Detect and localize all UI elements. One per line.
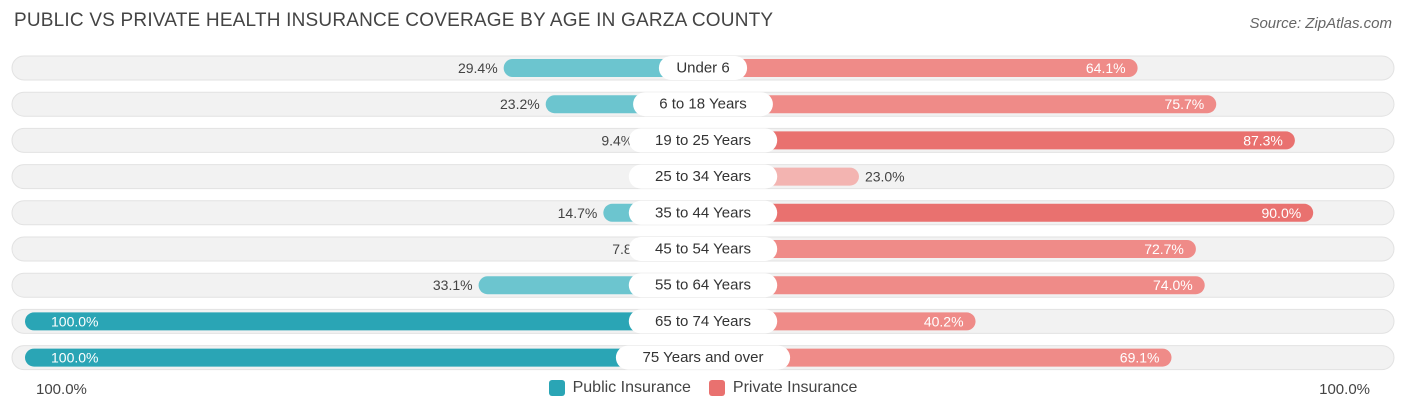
private-value-label: 74.0% xyxy=(1153,277,1193,293)
private-bar xyxy=(703,348,1172,367)
public-value-label: 100.0% xyxy=(51,313,98,329)
category-label: 6 to 18 Years xyxy=(659,96,747,113)
chart-title: PUBLIC VS PRIVATE HEALTH INSURANCE COVER… xyxy=(14,10,774,31)
category-pill xyxy=(628,128,778,153)
private-bar xyxy=(703,59,1138,77)
category-label: 55 to 64 Years xyxy=(655,277,751,294)
legend-item-private: Private Insurance xyxy=(708,379,858,397)
legend-label-private: Private Insurance xyxy=(732,379,858,396)
private-bar xyxy=(703,95,1217,114)
public-bar xyxy=(503,59,703,77)
diverging-bar-chart: 29.4% 64.1% Under 6 23.2% 75.7% 6 to 18 Years… xyxy=(11,55,1395,371)
category-pill xyxy=(628,164,778,189)
private-value-label: 69.1% xyxy=(1120,350,1160,366)
category-pill xyxy=(628,273,778,298)
legend-item-public: Public Insurance xyxy=(548,379,691,397)
private-value-label: 64.1% xyxy=(1086,60,1126,76)
axis-right-label: 100.0% xyxy=(1319,381,1370,398)
legend-swatch-private xyxy=(708,380,725,396)
private-bar xyxy=(703,131,1295,150)
source-credit: Source: ZipAtlas.com xyxy=(1249,15,1392,32)
category-label: Under 6 xyxy=(676,60,729,77)
private-bar xyxy=(703,240,1196,258)
private-bar xyxy=(703,203,1314,222)
category-pill xyxy=(628,200,778,225)
category-pill xyxy=(628,237,778,261)
category-pill xyxy=(615,345,791,370)
private-value-label: 40.2% xyxy=(924,313,964,329)
public-value-label: 14.7% xyxy=(558,205,598,221)
private-value-label: 75.7% xyxy=(1165,96,1205,112)
legend-label-public: Public Insurance xyxy=(572,379,691,396)
category-pill xyxy=(633,92,773,117)
category-label: 45 to 54 Years xyxy=(655,241,751,258)
public-value-label: 29.4% xyxy=(458,60,498,76)
public-bar xyxy=(25,312,703,331)
private-value-label: 90.0% xyxy=(1261,205,1301,221)
axis-left-label: 100.0% xyxy=(36,381,87,398)
private-value-label: 72.7% xyxy=(1144,241,1184,257)
category-pill xyxy=(658,56,748,80)
private-value-label: 87.3% xyxy=(1243,132,1283,148)
category-pill xyxy=(628,309,778,334)
public-value-label: 33.1% xyxy=(433,277,473,293)
private-bar xyxy=(703,276,1205,295)
category-label: 75 Years and over xyxy=(643,349,764,366)
legend: Public Insurance Private Insurance xyxy=(0,379,1406,397)
category-label: 65 to 74 Years xyxy=(655,313,751,330)
public-value-label: 9.4% xyxy=(601,132,633,148)
category-label: 19 to 25 Years xyxy=(655,132,751,149)
category-label: 25 to 34 Years xyxy=(655,168,751,185)
private-value-label: 23.0% xyxy=(865,169,905,185)
public-bar xyxy=(25,348,703,367)
public-value-label: 23.2% xyxy=(500,96,540,112)
public-value-label: 100.0% xyxy=(51,350,98,366)
legend-swatch-public xyxy=(548,380,565,396)
category-label: 35 to 44 Years xyxy=(655,204,751,221)
